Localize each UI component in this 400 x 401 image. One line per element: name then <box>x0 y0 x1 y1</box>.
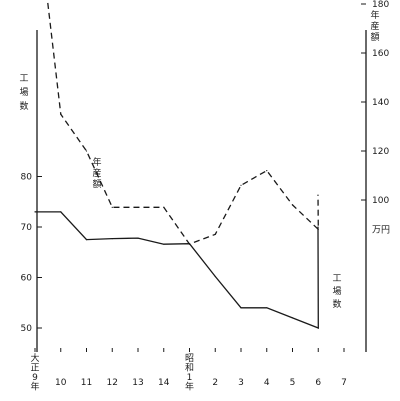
x-tick-label: 14 <box>158 378 170 388</box>
data-point <box>317 228 319 230</box>
data-point <box>317 226 319 228</box>
data-point <box>291 204 294 206</box>
x-tick-label: 13 <box>132 378 143 388</box>
x-tick-label: 12 <box>107 378 118 388</box>
left-tick-label: 70 <box>21 223 33 233</box>
x-tick-label: 2 <box>212 378 218 388</box>
x-tick-label: 11 <box>81 378 92 388</box>
data-point <box>111 206 113 208</box>
left-tick-label: 50 <box>21 324 33 334</box>
data-point <box>291 317 294 319</box>
series-group <box>34 0 319 329</box>
left-tick-label: 60 <box>21 274 33 284</box>
data-point <box>317 194 319 196</box>
data-point <box>266 170 268 172</box>
data-point <box>34 211 36 213</box>
series-line-0 <box>35 211 319 329</box>
left-axis-title: 工場数 <box>19 74 28 112</box>
data-point <box>111 238 113 240</box>
data-point <box>240 307 242 309</box>
left-tick-label: 80 <box>21 173 33 183</box>
series-label-factories: 工場数 <box>332 274 341 310</box>
x-tick-label: 4 <box>264 378 270 388</box>
data-point <box>188 243 191 245</box>
data-point <box>137 237 139 239</box>
data-point <box>214 233 216 235</box>
right-axis-unit: 万円 <box>372 224 390 235</box>
data-point <box>317 327 319 329</box>
data-point <box>60 211 62 213</box>
x-tick-label: 7 <box>341 378 347 388</box>
x-tick-label: 3 <box>238 378 244 388</box>
data-point <box>85 150 88 152</box>
data-point <box>163 206 165 208</box>
data-point <box>240 184 242 186</box>
x-tick-label: 10 <box>55 378 67 388</box>
right-tick-label: 160 <box>372 49 389 59</box>
right-tick-label: 120 <box>372 147 389 157</box>
data-point <box>60 113 62 115</box>
data-point <box>163 243 165 245</box>
x-tick-label: 大正 9 年 <box>30 352 39 393</box>
series-label-production: 年産額 <box>92 156 101 190</box>
axes <box>36 30 367 352</box>
right-tick-label: 140 <box>372 98 389 108</box>
x-tick-label: 昭和 1 年 <box>185 353 194 393</box>
ticks: 50607080100120140160180200220万円大正9年10111… <box>21 0 390 393</box>
x-tick-label: 6 <box>315 378 321 388</box>
right-tick-label: 180 <box>372 0 389 10</box>
data-point <box>214 275 216 278</box>
series-line-1 <box>46 0 319 245</box>
data-point <box>266 307 268 309</box>
right-tick-label: 100 <box>372 196 389 206</box>
data-point <box>85 239 88 241</box>
data-point <box>137 206 139 208</box>
x-tick-label: 5 <box>290 378 296 388</box>
right-axis-title: 年産額 <box>370 9 379 43</box>
